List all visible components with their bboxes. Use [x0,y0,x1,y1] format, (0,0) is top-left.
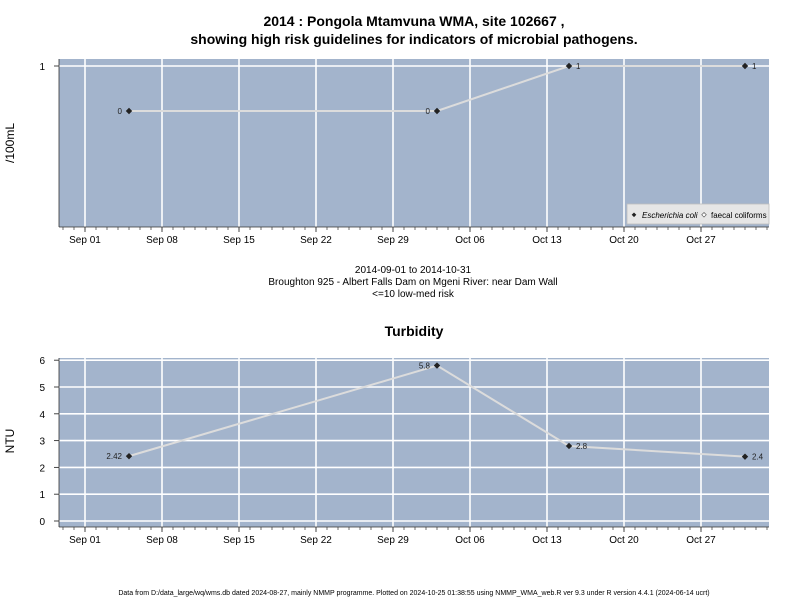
x-tick-label: Oct 06 [455,535,485,546]
chart-1-axes: Sep 01 Sep 08 Sep 15 Sep 22 Sep 29 Oct 06 Oct … [39,59,769,246]
data-point [565,62,573,70]
x-tick-label: Sep 01 [69,535,101,546]
y-tick-label: 4 [39,410,45,421]
legend-item-faecal: faecal coliforms [711,211,767,220]
x-tick-label: Oct 13 [532,235,562,246]
x-tick-label: Sep 29 [377,535,409,546]
x-tick-label: Sep 08 [146,535,178,546]
data-label: 0 [118,107,123,116]
chart-1-series: 0 0 1 1 [118,62,757,116]
x-tick-label: Oct 20 [609,535,639,546]
x-tick-label: Sep 08 [146,235,178,246]
data-point [433,107,441,115]
x-tick-label: Sep 01 [69,235,101,246]
x-tick-label: Oct 27 [686,235,716,246]
chart-2-plot-background [59,358,769,527]
y-tick-label: 1 [39,62,45,73]
x-tick-label: Sep 29 [377,235,409,246]
chart-1-legend: Escherichia coli faecal coliforms [626,203,770,225]
data-label: 1 [576,62,581,71]
footer-note: Data from D:/data_large/wq/wms.db dated … [118,590,709,597]
chart-2-grid [59,358,769,527]
data-point [125,107,133,115]
y-tick-label: 6 [39,356,45,367]
chart-2-axes: Sep 01 Sep 08 Sep 15 Sep 22 Sep 29 Oct 06 Oct … [39,356,769,546]
date-range-text: 2014-09-01 to 2014-10-31 [355,265,472,276]
data-point [433,362,441,369]
x-tick-label: Sep 15 [223,235,255,246]
legend-box [626,203,770,225]
data-label: 0 [426,107,431,116]
data-label: 2.8 [576,442,588,451]
station-text: Broughton 925 - Albert Falls Dam on Mgen… [268,277,557,288]
x-tick-label: Sep 22 [300,235,332,246]
chart-1-title-line1: 2014 : Pongola Mtamvuna WMA, site 102667… [263,13,564,29]
x-tick-label: Oct 13 [532,535,562,546]
legend-item-ecoli: Escherichia coli [642,211,698,220]
y-tick-label: 1 [39,490,45,501]
y-tick-label: 5 [39,383,45,394]
series-line [128,364,746,458]
chart-2-title: Turbidity [385,323,444,339]
data-point [565,442,573,450]
legend-marker-ecoli [631,212,637,218]
risk-text: <=10 low-med risk [372,289,455,300]
x-tick-label: Oct 20 [609,235,639,246]
chart-1-title-line2: showing high risk guidelines for indicat… [190,31,637,47]
series-line [129,65,745,112]
data-label: 2.4 [752,453,764,462]
chart-2-ylabel: NTU [3,429,17,454]
chart-1-plot-background [59,59,769,227]
data-label: 1 [752,62,757,71]
y-tick-label: 0 [39,517,45,528]
x-tick-label: Oct 27 [686,535,716,546]
legend-marker-faecal [701,212,707,218]
x-tick-label: Sep 15 [223,535,255,546]
data-label: 5.8 [419,362,431,371]
data-point [741,62,749,70]
data-label: 2.42 [106,452,122,461]
chart-1-ylabel: /100mL [3,123,17,163]
data-point [741,453,749,460]
chart-2-series: 2.42 5.8 2.8 2.4 [106,362,763,462]
y-tick-label: 3 [39,437,45,448]
x-tick-label: Oct 06 [455,235,485,246]
y-tick-label: 2 [39,463,45,474]
x-tick-label: Sep 22 [300,535,332,546]
data-point [125,452,133,460]
